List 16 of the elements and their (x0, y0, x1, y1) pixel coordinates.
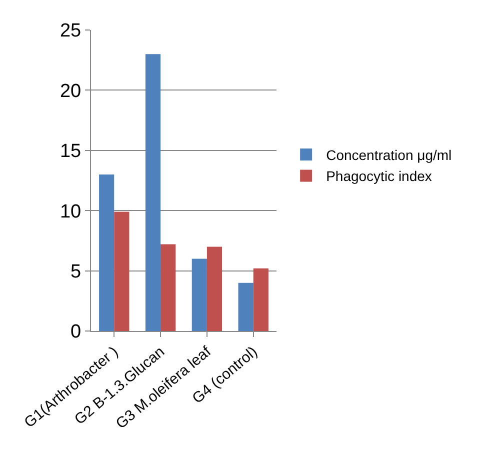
y-tick-label: 25 (60, 20, 82, 42)
bar (206, 246, 222, 331)
y-tick-label: 10 (60, 201, 82, 222)
legend-label: Concentration μg/ml (326, 147, 452, 164)
bar (145, 54, 161, 331)
bar (160, 244, 176, 331)
y-tick-label: 15 (60, 141, 82, 162)
y-tick-label: 20 (60, 80, 82, 102)
bar (99, 174, 114, 331)
bar (192, 258, 207, 331)
bar (238, 282, 254, 331)
y-tick-label: 5 (70, 261, 82, 282)
bar (114, 212, 130, 331)
bar (253, 268, 268, 331)
legend-label: Phagocytic index (326, 168, 432, 184)
y-tick-label: 0 (70, 322, 82, 343)
